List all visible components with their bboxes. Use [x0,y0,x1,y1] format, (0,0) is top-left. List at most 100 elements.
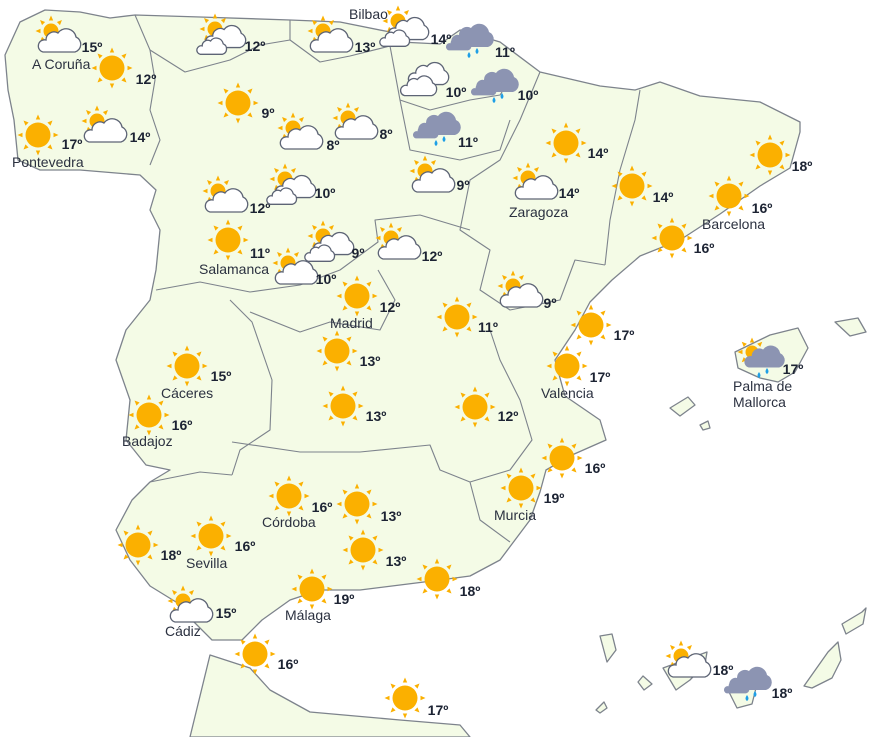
temperature-label: 14º [130,129,151,145]
cloud-icon [169,598,214,623]
sun-cloud-icon [35,15,82,53]
city-label-salamanca: Salamanca [199,261,269,277]
cloud-icon [411,168,456,193]
sun-icon [316,330,358,372]
temperature-label: 19º [334,591,355,607]
sun-cloud-icon [81,105,128,143]
rain-icon [470,68,519,103]
sun-icon [17,114,59,156]
cloud-icon [83,118,128,143]
sun-icon [268,475,310,517]
temperature-label: 16º [278,656,299,672]
sun-icon [234,633,276,675]
sun-icon [546,345,588,387]
sun-cloud-icon [512,162,559,200]
raindrop-icon [753,691,757,697]
region-borders [134,14,641,543]
temperature-label: 12º [245,38,266,54]
city-label-zaragoza: Zaragoza [509,204,568,220]
rain-cloud-icon [445,36,472,51]
temperature-label: 12º [498,408,519,424]
mainland-spain [4,9,801,641]
sun-clouds-icon [266,163,317,205]
sun-icon [384,677,426,719]
cloud-icon [37,28,82,53]
rain-icon [445,23,494,58]
temperature-label: 16º [172,417,193,433]
sun-icon [541,437,583,479]
temperature-label: 8º [380,126,393,142]
city-label-cordoba: Córdoba [262,514,316,530]
sun-icon [436,296,478,338]
sun-rain-icon [737,337,785,378]
sun-icon [291,568,333,610]
sun-icon [342,529,384,571]
raindrop-icon [492,97,496,103]
city-labels: Bilbao A Coruña Pontevedra Zaragoza Barc… [12,6,792,639]
temperature-label: 16º [752,200,773,216]
sun-icon [234,633,276,675]
city-label-murcia: Murcia [494,507,536,523]
rain-icon [412,111,461,146]
sun-cloud-icon [375,222,422,260]
rain-cloud-icon [412,124,439,139]
raindrop-icon [442,136,446,142]
sun-icon [570,304,612,346]
raindrop-icon [745,695,749,701]
temperature-label: 10º [446,84,467,100]
temperature-label: 12º [136,71,157,87]
island-menorca [834,317,867,337]
temperature-label: 17º [428,702,449,718]
sun-icon [190,515,232,557]
sun-cloud-icon [202,175,249,213]
temperature-label: 18º [772,685,793,701]
city-label-palma-line2: Mallorca [733,394,786,410]
temperature-label: 10º [518,87,539,103]
sun-cloud-icon [307,15,354,53]
rain-cloud-icon [723,679,750,694]
city-label-palma-line1: Palma de [733,378,792,394]
city-label-a-coruna: A Coruña [32,56,91,72]
sun-icon [500,467,542,509]
temperature-label: 15º [82,39,103,55]
temperature-label: 14º [431,31,452,47]
rain-icon [723,666,772,701]
temperature-label: 18º [460,583,481,599]
sun-icon [166,345,208,387]
sun-icon [416,558,458,600]
clouds-icon [399,61,450,97]
sun-icon [336,275,378,317]
sun-icon [454,386,496,428]
cloud-icon [667,653,712,678]
sun-icon [384,677,426,719]
sun-icon [117,524,159,566]
sun-icon [207,219,249,261]
cloud-icon [514,175,559,200]
cloud-icon [309,28,354,53]
temperature-label: 9º [544,295,557,311]
raindrop-icon [500,93,504,99]
temperature-label: 19º [544,490,565,506]
raindrop-icon [467,52,471,58]
rain-cloud-icon [744,345,785,368]
sun-cloud-icon [167,585,214,623]
sun-cloud-icon [497,270,544,308]
sun-icon [651,217,693,259]
raindrop-icon [757,372,761,378]
sun-icon [190,515,232,557]
sun-cloud-icon [332,102,379,140]
sun-icon [322,385,364,427]
raindrop-icon [434,140,438,146]
temperature-label: 16º [312,499,333,515]
sun-icon [316,330,358,372]
sun-icon [342,529,384,571]
temperature-label: 17º [614,327,635,343]
city-label-valencia: Valencia [541,385,594,401]
temperature-label: 16º [585,460,606,476]
temperature-label: 16º [235,538,256,554]
temperature-label: 11º [250,245,270,261]
sun-clouds-icon [379,5,430,47]
cloud-icon [334,115,379,140]
sun-icon [708,175,750,217]
cloud-icon [266,187,298,205]
